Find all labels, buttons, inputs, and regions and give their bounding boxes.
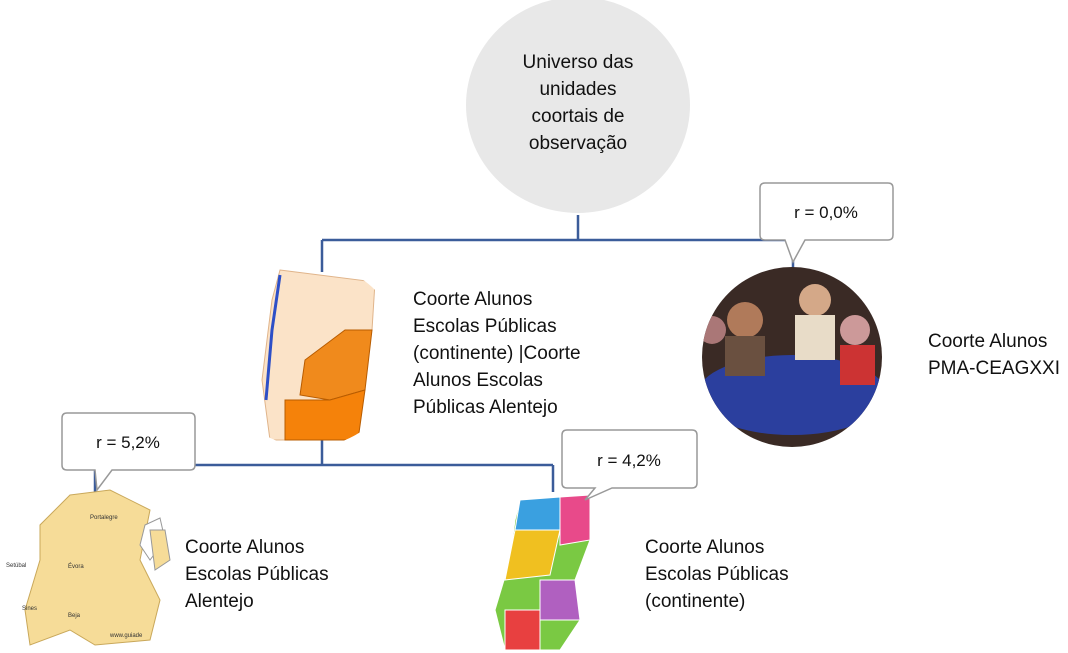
- node-label-line: Coorte Alunos: [413, 289, 532, 310]
- node-label-line: Alunos Escolas: [413, 370, 543, 391]
- root-label-line: Universo das: [523, 52, 634, 73]
- node-label-line: Coorte Alunos: [185, 537, 304, 558]
- map-label: Portalegre: [90, 515, 118, 521]
- node-label-line: (continente) |Coorte: [413, 343, 581, 364]
- root-label-line: observação: [529, 133, 627, 154]
- map-label: Setúbal: [6, 563, 26, 569]
- photo-image: [697, 265, 887, 450]
- diagram: Universo das unidades coortais de observaçã…: [0, 0, 1068, 653]
- map-image: [262, 270, 375, 440]
- callout-box: [760, 183, 893, 262]
- map-label: Sines: [22, 606, 37, 612]
- node-label-line: Escolas Públicas: [645, 564, 789, 585]
- node-label-line: Coorte Alunos: [928, 331, 1047, 352]
- map-image: [495, 495, 590, 650]
- map-label: www.guiade: [109, 633, 143, 639]
- callout-label: r = 5,2%: [96, 433, 160, 452]
- callout-label: r = 0,0%: [794, 203, 858, 222]
- node-label-line: PMA-CEAGXXI: [928, 358, 1060, 379]
- map-label: Beja: [68, 613, 81, 619]
- root-label-line: unidades: [539, 79, 616, 100]
- node-label-line: Coorte Alunos: [645, 537, 764, 558]
- map-image: Portalegre Évora Setúbal Sines Beja www.…: [6, 490, 170, 645]
- map-label: Évora: [68, 563, 84, 570]
- node-label-line: (continente): [645, 591, 745, 612]
- node-label-line: Públicas Alentejo: [413, 397, 558, 418]
- callout-label: r = 4,2%: [597, 451, 661, 470]
- node-label-line: Escolas Públicas: [185, 564, 329, 585]
- node-label-line: Escolas Públicas: [413, 316, 557, 337]
- root-label-line: coortais de: [532, 106, 625, 127]
- node-label-line: Alentejo: [185, 591, 254, 612]
- connector: [322, 215, 793, 272]
